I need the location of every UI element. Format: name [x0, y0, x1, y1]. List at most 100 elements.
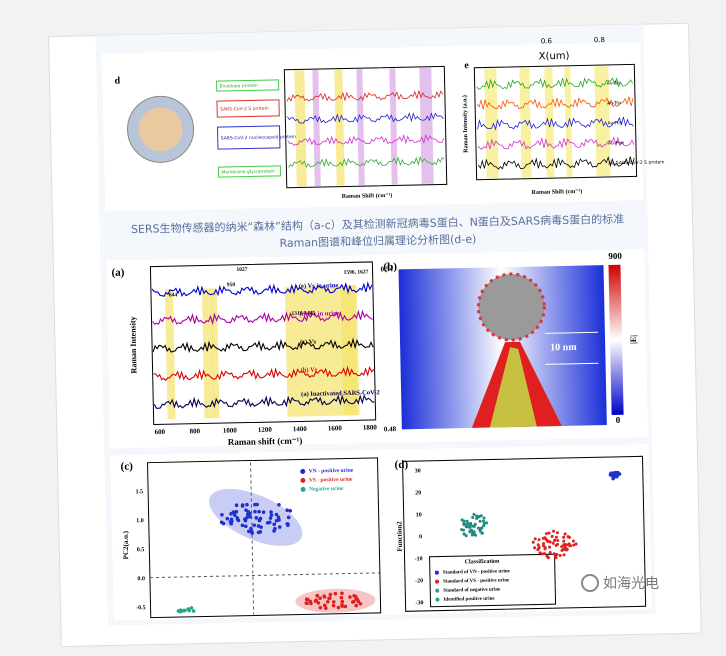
x-tick-label: 1800 [363, 423, 378, 431]
legend-dot [300, 468, 306, 474]
spectrum [151, 281, 373, 298]
legend-dot [300, 486, 306, 492]
scatter-dot [286, 523, 290, 528]
scatter-dot [480, 531, 484, 535]
band [284, 285, 358, 417]
tick-label: 0.6 [541, 37, 553, 45]
scatter-dot [565, 547, 569, 551]
scatter-dot [562, 553, 566, 557]
legend-dot [434, 570, 439, 575]
peak-label: 1310-1445 [291, 310, 315, 317]
scatter-dot [248, 514, 252, 519]
scatter-dot [613, 470, 618, 475]
scatter-dot [542, 542, 546, 546]
scatter-dot [304, 597, 309, 601]
scatter-dot [563, 532, 567, 536]
legend-text: Membrane glycoprotein [221, 168, 275, 175]
scatter-dot [285, 508, 289, 512]
legend-text: SARS-CoV-2 nucleocapsid protein [221, 134, 296, 142]
trace-label: Au-Trp [607, 100, 621, 106]
scatter-dot [354, 597, 359, 601]
legend-dot [300, 477, 306, 483]
trace-label: (d) Vs in urine [299, 310, 339, 318]
chart-frame [149, 261, 377, 426]
scatter-dot [176, 609, 181, 613]
y-tick-label: -0.5 [136, 605, 146, 611]
axis-label: X(um) [539, 51, 570, 63]
spectrum [478, 156, 635, 170]
scatter-dot [339, 595, 344, 600]
scatter-dot [220, 512, 224, 517]
scatter-dot [572, 543, 576, 547]
scatter-dot [186, 607, 190, 611]
scatter-dot [231, 510, 236, 514]
panel-label: e [464, 60, 469, 71]
legend-text: Standard of VS - positive urine [443, 578, 510, 584]
scatter-dot [531, 540, 535, 544]
scatter-dot [482, 524, 486, 528]
scatter-dot [552, 552, 556, 556]
scatter-dot [543, 536, 547, 540]
scatter-dot [304, 601, 309, 605]
scatter-dot [479, 514, 483, 518]
x-tick-label: 600 [155, 428, 166, 436]
annotation: 10 nm [550, 342, 577, 354]
axis-label: PC2(a.u.) [122, 530, 131, 559]
scatter-dot [333, 591, 338, 596]
spectrum [153, 394, 375, 409]
trace-label: (b) Vs [301, 367, 318, 374]
scatter-dot [555, 531, 559, 535]
band [389, 68, 398, 185]
scatter-dot [358, 601, 363, 606]
scatter-dot [258, 530, 263, 534]
figure-bottom [110, 444, 652, 621]
scatter-dot [273, 526, 277, 531]
ref-line [149, 572, 380, 579]
scatter-dot [256, 524, 261, 528]
scatter-dot [352, 593, 356, 598]
legend-box [216, 125, 281, 150]
scatter-dot [485, 521, 489, 525]
scatter-dot [555, 553, 559, 557]
watermark-icon [581, 574, 599, 592]
colorbar-tick: 0 [616, 415, 621, 425]
y-tick-label: 10 [416, 512, 422, 518]
scatter-dot [258, 516, 263, 521]
scatter-dot [343, 604, 348, 609]
scatter-dot [324, 606, 328, 610]
scatter-dot [472, 512, 476, 516]
scatter-dot [556, 542, 560, 546]
colorbar-tick: 900 [608, 251, 622, 261]
scatter-dot [225, 516, 230, 521]
scatter-dot [609, 471, 613, 476]
scatter-dot [182, 608, 187, 613]
y-tick-label: 30 [415, 468, 421, 474]
scatter-dot [322, 603, 327, 608]
annotation-line [545, 362, 599, 365]
spectrum [286, 89, 444, 102]
chart-frame [147, 457, 382, 619]
scatter-dot [476, 515, 480, 519]
scatter-dot [548, 545, 552, 549]
scatter-dot [558, 553, 562, 557]
card: SERS生物传感器的纳米“森林”结构（a-c）及其检测新冠病毒S蛋白、N蛋白及S… [48, 22, 702, 648]
scatter-dot [277, 525, 282, 529]
scatter-dot [277, 502, 281, 507]
ref-line [250, 462, 255, 615]
y-tick-label: 0.0 [137, 576, 145, 582]
scatter-dot [548, 550, 552, 554]
scatter-dot [533, 546, 537, 550]
legend-text: VS - positive urine [309, 477, 353, 484]
spectrum [287, 133, 445, 146]
y-tick-label: -10 [415, 556, 423, 562]
scatter-dot [322, 595, 327, 599]
scatter-dot [265, 521, 270, 525]
scatter-dot [482, 516, 486, 520]
scatter-dot [340, 591, 344, 596]
scatter-dot [269, 510, 273, 514]
scatter-dot [286, 515, 291, 520]
scatter-dot [250, 531, 254, 535]
panel-label: (a) [111, 267, 124, 279]
spectrum [476, 77, 634, 90]
